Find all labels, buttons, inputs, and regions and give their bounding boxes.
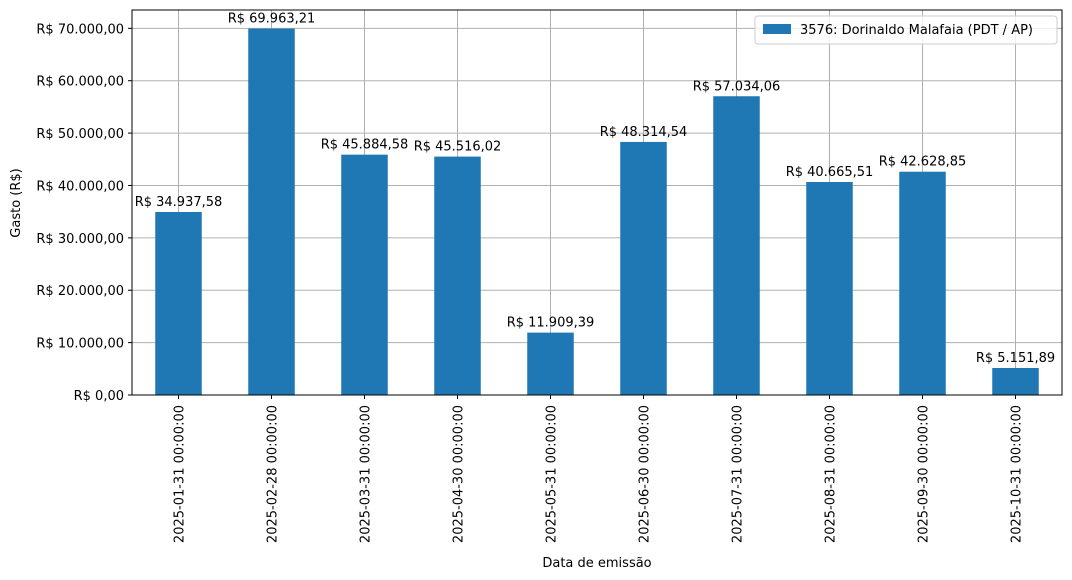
bar-value-label: R$ 42.628,85 <box>879 155 967 170</box>
x-axis: 2025-01-31 00:00:00 2025-02-28 00:00:00 20… <box>173 395 1025 543</box>
bar <box>248 28 295 396</box>
bar-value-label: R$ 40.665,51 <box>786 165 874 180</box>
y-tick-label: R$ 50.000,00 <box>36 127 124 142</box>
bar <box>806 181 853 395</box>
bar-value-label: R$ 48.314,54 <box>600 125 688 140</box>
legend-box <box>754 15 1058 45</box>
bar <box>899 171 946 395</box>
plot-frame <box>131 9 1063 396</box>
y-axis: R$ 0,00 R$ 10.000,00 R$ 20.000,00 R$ 30.000… <box>36 22 132 404</box>
y-tick-label: R$ 20.000,00 <box>36 284 124 299</box>
y-tick-label: R$ 30.000,00 <box>36 232 124 247</box>
legend-swatch <box>763 24 791 34</box>
plot-area-border <box>131 9 1063 396</box>
x-tick-label: 2025-02-28 00:00:00 <box>266 405 281 543</box>
y-axis-label: Gasto (R$) <box>9 168 24 237</box>
y-tick-label: R$ 0,00 <box>74 389 124 404</box>
bars <box>155 28 1039 396</box>
bar-value-label: R$ 45.516,02 <box>414 140 502 155</box>
x-tick-label: 2025-10-31 00:00:00 <box>1010 405 1025 543</box>
x-tick-label: 2025-05-31 00:00:00 <box>545 405 560 543</box>
bar <box>155 211 202 395</box>
bar <box>434 156 481 395</box>
x-tick-label: 2025-09-30 00:00:00 <box>917 405 932 543</box>
legend: 3576: Dorinaldo Malafaia (PDT / AP) <box>754 15 1058 45</box>
data-labels: R$ 34.937,58 R$ 69.963,21 R$ 45.884,58 R$ 4… <box>135 12 1055 366</box>
bar-value-label: R$ 57.034,06 <box>693 79 781 94</box>
x-tick-label: 2025-06-30 00:00:00 <box>638 405 653 543</box>
y-tick-label: R$ 70.000,00 <box>36 22 124 37</box>
x-tick-label: 2025-07-31 00:00:00 <box>731 405 746 543</box>
bar <box>713 96 760 396</box>
legend-entry-label: 3576: Dorinaldo Malafaia (PDT / AP) <box>800 23 1033 38</box>
bar <box>620 141 667 395</box>
bar <box>527 332 574 395</box>
y-tick-label: R$ 40.000,00 <box>36 179 124 194</box>
bar-value-label: R$ 34.937,58 <box>135 195 223 210</box>
bar <box>992 368 1039 395</box>
x-tick-label: 2025-03-31 00:00:00 <box>359 405 374 543</box>
bar <box>341 154 388 395</box>
bar-value-label: R$ 69.963,21 <box>228 12 316 27</box>
x-tick-label: 2025-08-31 00:00:00 <box>824 405 839 543</box>
y-tick-label: R$ 10.000,00 <box>36 337 124 352</box>
bar-value-label: R$ 5.151,89 <box>976 351 1055 366</box>
x-tick-label: 2025-04-30 00:00:00 <box>452 405 467 543</box>
bar-value-label: R$ 11.909,39 <box>507 316 595 331</box>
x-axis-label: Data de emissão <box>542 556 651 571</box>
x-tick-label: 2025-01-31 00:00:00 <box>173 405 188 543</box>
y-tick-label: R$ 60.000,00 <box>36 75 124 90</box>
bar-value-label: R$ 45.884,58 <box>321 138 409 153</box>
